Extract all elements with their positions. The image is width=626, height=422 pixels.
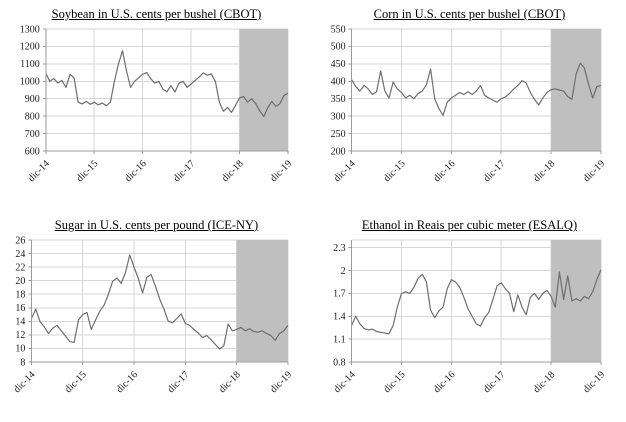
svg-text:dic-18: dic-18 [531,369,557,395]
svg-text:dic-16: dic-16 [114,369,140,395]
svg-text:dic-14: dic-14 [332,369,358,395]
svg-text:dic-19: dic-19 [268,369,294,395]
svg-text:dic-14: dic-14 [12,369,38,395]
svg-text:2.3: 2.3 [333,243,346,254]
sugar-chart-title: Sugar in U.S. cents per pound (ICE-NY) [54,218,259,232]
sugar-line-chart: 26 24 22 20 18 16 14 12 10 8 dic-14 dic-15 dic-16 dic… [0,234,313,415]
axes [348,240,602,365]
svg-text:600: 600 [25,146,40,157]
svg-text:8: 8 [20,357,25,368]
axes [42,28,289,154]
svg-text:450: 450 [331,59,346,70]
ethanol-line-chart: 2.3 2 1.7 1.4 1.1 0.8 dic-14 dic-15 dic-16 dic-17… [313,234,626,415]
svg-text:dic-18: dic-18 [220,158,246,184]
svg-text:dic-19: dic-19 [581,158,607,184]
svg-text:20: 20 [15,276,25,287]
svg-text:dic-17: dic-17 [482,158,508,184]
y-axis-labels: 550 500 450 400 350 300 250 200 [331,24,346,157]
svg-text:500: 500 [331,42,346,53]
svg-text:900: 900 [25,94,40,105]
svg-text:0.8: 0.8 [333,357,346,368]
svg-text:dic-15: dic-15 [382,158,408,184]
svg-text:22: 22 [15,262,25,273]
svg-text:dic-17: dic-17 [166,369,192,395]
svg-text:24: 24 [15,249,25,260]
svg-text:200: 200 [331,146,346,157]
y-axis-labels: 1300 1200 1100 1000 900 800 700 600 [20,24,40,157]
svg-text:dic-14: dic-14 [332,158,358,184]
chart-card-soybean: Soybean in U.S. cents per bushel (CBOT) … [0,0,313,211]
axes [28,239,289,365]
corn-chart-title: Corn in U.S. cents per bushel (CBOT) [373,7,566,21]
svg-text:300: 300 [331,111,346,122]
svg-text:dic-19: dic-19 [268,158,294,184]
svg-text:dic-19: dic-19 [581,369,607,395]
soybean-line-chart: 1300 1200 1100 1000 900 800 700 600 dic-14 dic-15… [0,23,313,204]
svg-text:400: 400 [331,77,346,88]
forecast-shaded-band [551,240,601,362]
svg-text:dic-15: dic-15 [63,369,89,395]
ethanol-chart-title: Ethanol in Reais per cubic meter (ESALQ) [361,218,578,232]
x-axis-labels: dic-14 dic-15 dic-16 dic-17 dic-18 dic-19 [332,369,607,395]
svg-text:1100: 1100 [20,59,40,70]
svg-text:1300: 1300 [20,24,40,35]
soybean-chart-title: Soybean in U.S. cents per bushel (CBOT) [51,7,262,21]
svg-text:dic-16: dic-16 [432,369,458,395]
svg-text:dic-16: dic-16 [432,158,458,184]
svg-text:350: 350 [331,94,346,105]
svg-text:1200: 1200 [20,42,40,53]
svg-text:250: 250 [331,129,346,140]
svg-text:dic-18: dic-18 [217,369,243,395]
corn-price-line [351,62,602,117]
svg-text:16: 16 [15,303,25,314]
svg-text:800: 800 [25,111,40,122]
sugar-price-line [30,254,289,350]
svg-text:10: 10 [15,344,25,355]
svg-text:2: 2 [341,266,346,277]
axes [348,28,602,154]
svg-text:1.1: 1.1 [333,334,346,345]
svg-text:26: 26 [15,235,25,246]
x-axis-labels: dic-14 dic-15 dic-16 dic-17 dic-18 dic-19 [332,158,607,184]
chart-card-ethanol: Ethanol in Reais per cubic meter (ESALQ)… [313,211,626,422]
corn-line-chart: 550 500 450 400 350 300 250 200 dic-14 dic-15 dic-… [313,23,626,204]
svg-text:550: 550 [331,24,346,35]
svg-text:1000: 1000 [20,77,40,88]
svg-text:700: 700 [25,129,40,140]
svg-text:1.7: 1.7 [333,289,346,300]
svg-text:dic-16: dic-16 [123,158,149,184]
svg-text:18: 18 [15,290,25,301]
y-axis-labels: 26 24 22 20 18 16 14 12 10 8 [15,235,25,368]
forecast-shaded-band [236,240,288,362]
svg-text:dic-17: dic-17 [171,158,197,184]
ethanol-price-line [351,269,602,335]
x-axis-labels: dic-14 dic-15 dic-16 dic-17 dic-18 dic-19 [12,369,294,395]
y-axis-labels: 2.3 2 1.7 1.4 1.1 0.8 [333,243,346,368]
chart-card-sugar: Sugar in U.S. cents per pound (ICE-NY) 2… [0,211,313,422]
svg-text:dic-17: dic-17 [482,369,508,395]
svg-text:dic-18: dic-18 [531,158,557,184]
svg-text:dic-15: dic-15 [382,369,408,395]
chart-card-corn: Corn in U.S. cents per bushel (CBOT) 550… [313,0,626,211]
svg-text:1.4: 1.4 [333,312,346,323]
svg-text:14: 14 [15,317,25,328]
forecast-shaded-band [239,29,288,151]
svg-text:12: 12 [15,330,25,341]
x-axis-labels: dic-14 dic-15 dic-16 dic-17 dic-18 dic-19 [26,158,294,184]
svg-text:dic-15: dic-15 [75,158,101,184]
svg-text:dic-14: dic-14 [26,158,52,184]
soybean-price-line [45,50,289,118]
